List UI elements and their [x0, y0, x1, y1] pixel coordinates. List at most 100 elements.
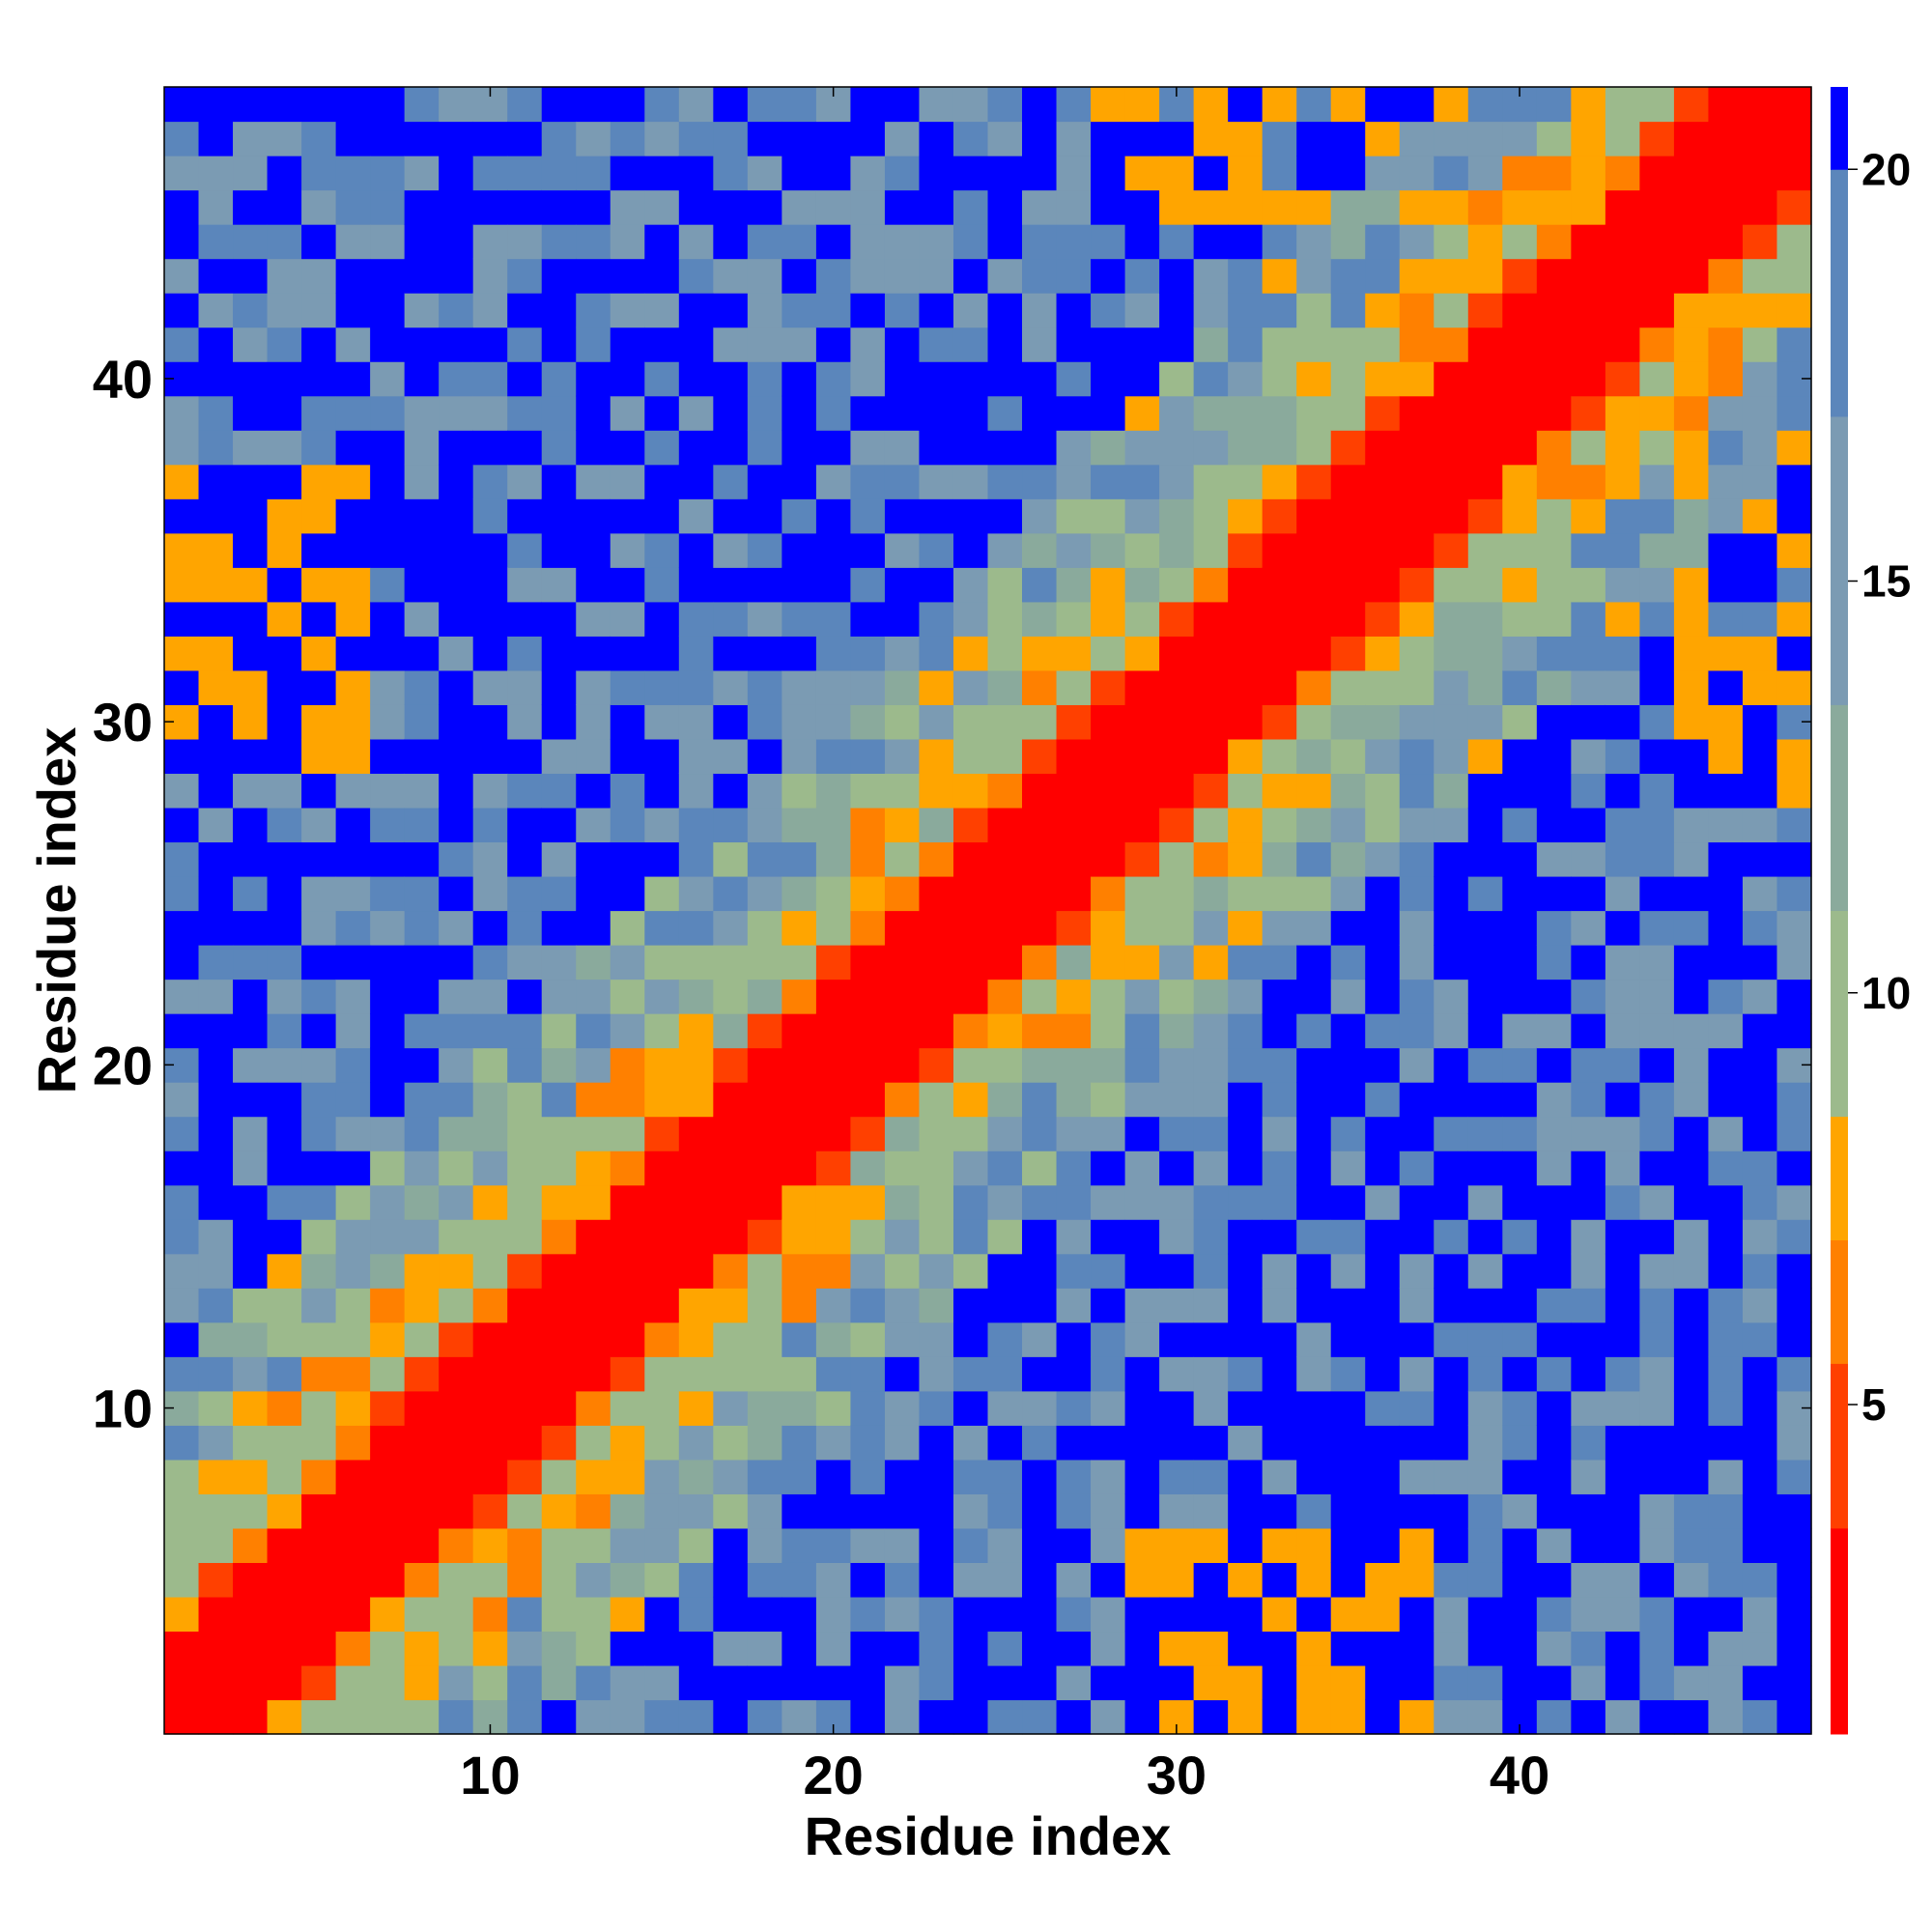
- colorbar-segment: [1831, 1116, 1848, 1240]
- heatmap-cell: [850, 1527, 886, 1563]
- heatmap-cell: [1605, 1219, 1640, 1255]
- heatmap-cell: [1536, 156, 1572, 191]
- heatmap-cell: [507, 1527, 543, 1563]
- heatmap-cell: [1056, 87, 1092, 123]
- heatmap-cell: [1708, 156, 1744, 191]
- heatmap-cell: [404, 395, 440, 431]
- heatmap-cell: [1708, 361, 1744, 397]
- heatmap-cell: [1536, 532, 1572, 568]
- heatmap-cell: [1365, 121, 1401, 156]
- heatmap-cell: [987, 1356, 1023, 1392]
- heatmap-cell: [1262, 1527, 1297, 1563]
- heatmap-cell: [1330, 395, 1366, 431]
- heatmap-cell: [1228, 395, 1264, 431]
- heatmap-cell: [747, 1631, 782, 1666]
- heatmap-cell: [919, 704, 954, 740]
- heatmap-cell: [919, 738, 954, 775]
- heatmap-cell: [1056, 1321, 1092, 1357]
- heatmap-cell: [1091, 327, 1126, 362]
- heatmap-cell: [1330, 1562, 1366, 1598]
- heatmap-cell: [747, 567, 782, 603]
- heatmap-cell: [678, 1082, 714, 1118]
- heatmap-cell: [164, 430, 200, 466]
- heatmap-cell: [404, 1013, 440, 1049]
- heatmap-cell: [1124, 945, 1160, 980]
- heatmap-cell: [713, 945, 749, 980]
- heatmap-cell: [370, 1013, 406, 1049]
- heatmap-cell: [1330, 327, 1366, 362]
- heatmap-cell: [1399, 1047, 1435, 1083]
- heatmap-cell: [1124, 498, 1160, 534]
- heatmap-cell: [1776, 121, 1812, 156]
- colorbar-segment: [1831, 910, 1848, 1118]
- heatmap-cell: [1124, 979, 1160, 1014]
- heatmap-cell: [507, 979, 543, 1014]
- heatmap-cell: [267, 807, 302, 843]
- heatmap-cell: [1296, 361, 1332, 397]
- heatmap-cell: [576, 1562, 611, 1598]
- heatmap-cell: [1434, 807, 1469, 843]
- colorbar-tick-label: 5: [1861, 1379, 1887, 1430]
- heatmap-cell: [233, 1116, 269, 1151]
- heatmap-cell: [1639, 841, 1675, 877]
- heatmap-cell: [576, 1321, 611, 1357]
- heatmap-cell: [1124, 1047, 1160, 1083]
- heatmap-cell: [1296, 1699, 1332, 1735]
- heatmap-cell: [198, 189, 234, 225]
- heatmap-cell: [644, 1288, 680, 1323]
- heatmap-cell: [1605, 1184, 1640, 1220]
- heatmap-cell: [1193, 1184, 1229, 1220]
- heatmap-cell: [919, 841, 954, 877]
- heatmap-cell: [1708, 121, 1744, 156]
- heatmap-cell: [1262, 807, 1297, 843]
- heatmap-cell: [1708, 327, 1744, 362]
- heatmap-cell: [919, 1151, 954, 1186]
- heatmap-cell: [472, 258, 508, 294]
- heatmap-cell: [987, 224, 1023, 260]
- heatmap-cell: [1262, 1047, 1297, 1083]
- heatmap-cell: [644, 773, 680, 809]
- heatmap-cell: [781, 1321, 817, 1357]
- heatmap-cell: [1434, 738, 1469, 775]
- heatmap-cell: [301, 979, 337, 1014]
- heatmap-cell: [1673, 395, 1710, 431]
- heatmap-cell: [164, 841, 200, 877]
- heatmap-cell: [644, 293, 680, 328]
- heatmap-cell: [1296, 567, 1332, 603]
- heatmap-cell: [1262, 1321, 1297, 1357]
- heatmap-cell: [610, 464, 645, 499]
- heatmap-cell: [541, 1013, 577, 1049]
- heatmap-cell: [404, 498, 440, 534]
- heatmap-cell: [1571, 841, 1606, 877]
- heatmap-cell: [1536, 1596, 1572, 1633]
- heatmap-cell: [370, 258, 406, 294]
- heatmap-cell: [919, 1184, 954, 1220]
- heatmap-cell: [1056, 293, 1092, 328]
- heatmap-cell: [1124, 1321, 1160, 1357]
- heatmap-cell: [987, 464, 1023, 499]
- heatmap-cell: [541, 1253, 577, 1289]
- heatmap-cell: [678, 1425, 714, 1461]
- heatmap-cell: [815, 738, 852, 775]
- heatmap-cell: [850, 361, 886, 397]
- heatmap-cell: [370, 807, 406, 843]
- heatmap-cell: [713, 807, 749, 843]
- heatmap-cell: [850, 1390, 886, 1426]
- heatmap-cell: [678, 567, 714, 603]
- heatmap-cell: [1673, 1356, 1710, 1392]
- x-axis-ticks: 10 20 30 40: [460, 87, 1549, 1805]
- heatmap-cell: [404, 1151, 440, 1186]
- heatmap-cell: [507, 293, 543, 328]
- heatmap-cell: [541, 1631, 577, 1666]
- heatmap-cell: [1296, 875, 1332, 912]
- heatmap-cell: [576, 567, 611, 603]
- heatmap-cell: [1399, 773, 1435, 809]
- heatmap-cell: [267, 1390, 302, 1426]
- heatmap-cell: [713, 1493, 749, 1529]
- heatmap-cell: [884, 704, 921, 740]
- heatmap-cell: [1228, 669, 1264, 705]
- heatmap-cell: [541, 1699, 577, 1735]
- heatmap-cell: [1124, 1562, 1160, 1598]
- heatmap-cell: [1742, 1390, 1778, 1426]
- heatmap-cell: [541, 567, 577, 603]
